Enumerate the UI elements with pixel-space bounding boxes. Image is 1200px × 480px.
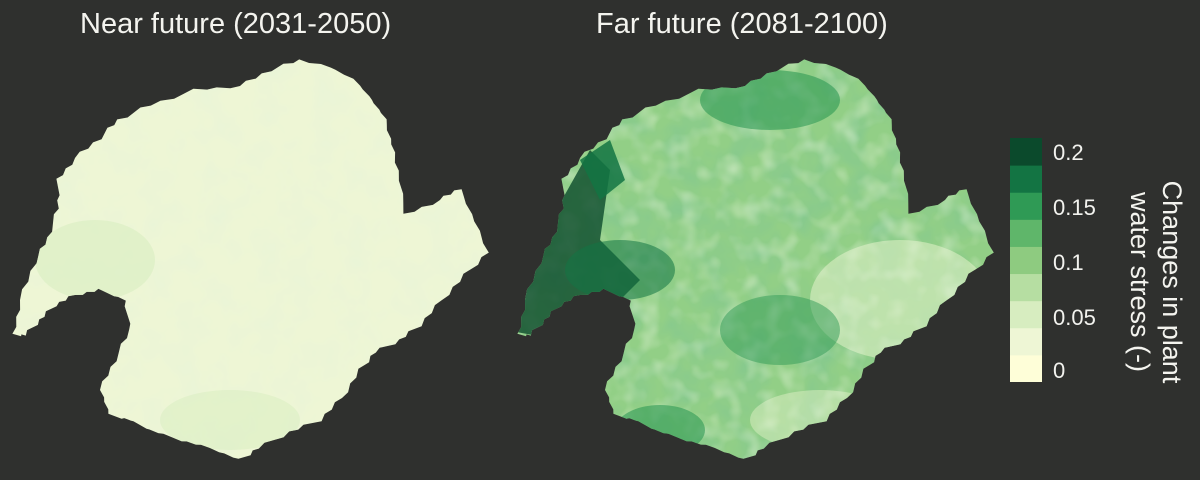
- legend-tick-label: 0.1: [1053, 250, 1084, 275]
- far-region-texture: [517, 59, 994, 459]
- legend-colorbar: [1010, 138, 1042, 382]
- legend-color-bin: [1010, 138, 1042, 166]
- legend-title: Changes in plant water stress (-): [1122, 137, 1188, 427]
- legend-title-line2: water stress (-): [1125, 191, 1155, 372]
- far-future-title: Far future (2081-2100): [596, 8, 888, 40]
- legend-color-bin: [1010, 246, 1042, 275]
- legend-color-bin: [1010, 273, 1042, 302]
- legend-color-bin: [1010, 327, 1042, 356]
- legend-tick-label: 0.2: [1053, 140, 1084, 165]
- legend-tick-label: 0.15: [1053, 195, 1096, 220]
- near-future-title: Near future (2031-2050): [80, 8, 392, 40]
- legend-color-bin: [1010, 219, 1042, 247]
- legend-color-bin: [1010, 165, 1042, 193]
- near-future-map: [12, 59, 489, 459]
- legend-color-bin: [1010, 192, 1042, 220]
- legend-tick-label: 0: [1053, 358, 1066, 383]
- far-future-map: [517, 59, 994, 459]
- legend-color-bin: [1010, 300, 1042, 329]
- near-region-texture: [12, 59, 489, 459]
- legend-tick-label: 0.05: [1053, 305, 1096, 330]
- legend-title-line1: Changes in plant: [1157, 180, 1187, 384]
- legend-color-bin: [1010, 354, 1042, 382]
